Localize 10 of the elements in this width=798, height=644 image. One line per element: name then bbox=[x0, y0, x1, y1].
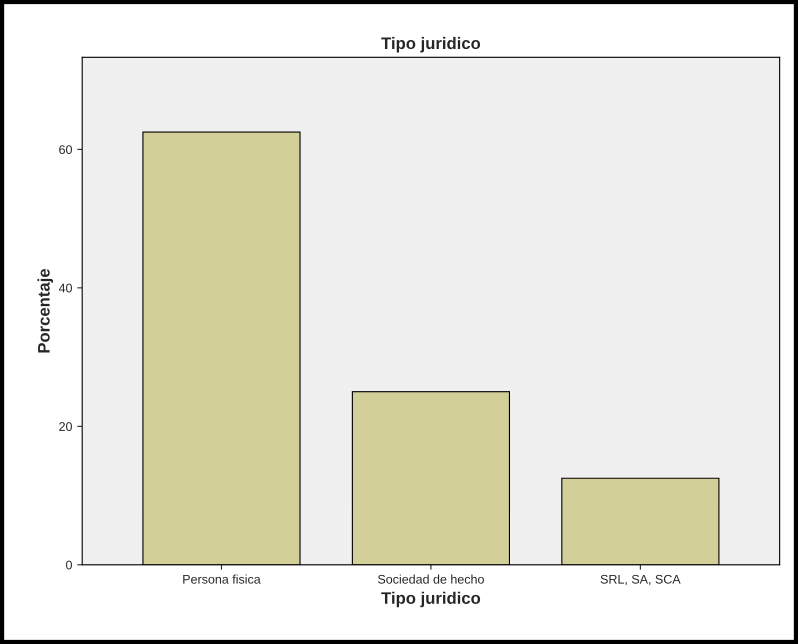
y-axis-title: Porcentaje bbox=[37, 269, 54, 353]
y-tick-label: 40 bbox=[58, 284, 72, 293]
x-tick-label: SRL, SA, SCA bbox=[600, 574, 681, 586]
y-tick-label: 60 bbox=[59, 145, 72, 154]
y-tick-label: 20 bbox=[59, 422, 72, 431]
x-axis-title: Tipo juridico bbox=[381, 592, 480, 608]
chart-title: Tipo juridico bbox=[381, 36, 480, 52]
y-tick-label: 0 bbox=[66, 560, 72, 570]
x-tick-label: Persona fisica bbox=[183, 574, 261, 584]
x-tick-label: Sociedad de hecho bbox=[378, 574, 484, 584]
